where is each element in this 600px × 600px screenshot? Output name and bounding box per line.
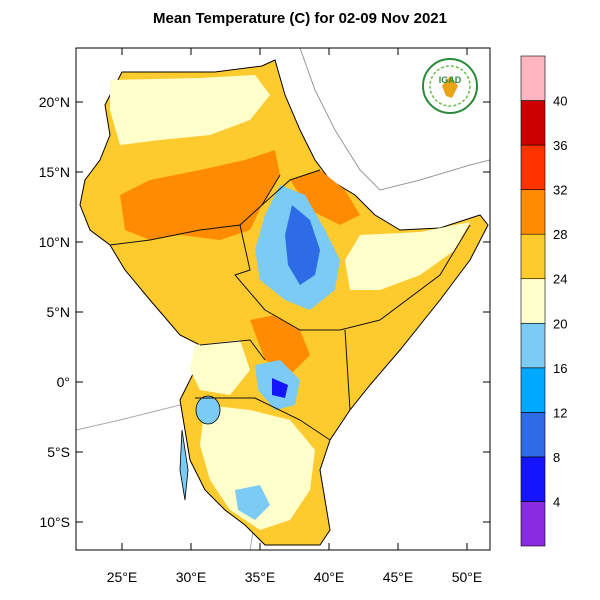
cold-zone-ethiopia [285, 205, 320, 285]
colorbar-label: 4 [553, 494, 560, 509]
colorbar: 4 8 12 16 20 24 28 32 36 40 [520, 55, 567, 547]
colorbar-box [520, 367, 546, 413]
latitude-axis: 20°N 15°N 10°N 5°N 0° 5°S 10°S [39, 94, 490, 530]
pale-zone-horn [345, 222, 470, 290]
colorbar-label: 24 [553, 272, 567, 287]
lon-label: 30°E [176, 569, 207, 585]
colorbar-box [520, 501, 546, 547]
colorbar-box [520, 144, 546, 190]
coastline-arabia [299, 48, 490, 191]
colorbar-label: 20 [553, 316, 567, 331]
lat-label: 10°N [39, 234, 70, 250]
lat-label: 10°S [39, 514, 70, 530]
colorbar-label: 32 [553, 183, 567, 198]
colorbar-box [520, 322, 546, 369]
lon-label: 25°E [107, 569, 138, 585]
colorbar-box [520, 233, 546, 280]
lat-label: 20°N [39, 94, 70, 110]
lon-label: 40°E [314, 569, 345, 585]
lat-label: 5°N [47, 304, 71, 320]
pale-zone-north-sudan [110, 75, 270, 145]
longitude-axis: 25°E 30°E 35°E 40°E 45°E 50°E [107, 48, 483, 585]
colorbar-label: 28 [553, 227, 567, 242]
cool-zone-tanzania [235, 485, 270, 520]
map-layer [76, 48, 490, 550]
colorbar-label: 12 [553, 405, 567, 420]
lat-label: 0° [57, 374, 70, 390]
lon-label: 45°E [383, 569, 414, 585]
hot-zone-sudan [120, 150, 280, 240]
colorbar-box [520, 456, 546, 502]
cold-zone-kenya [272, 378, 288, 398]
hot-zone-eritrea [290, 170, 360, 225]
colorbar-box [520, 189, 546, 235]
pale-zone-uganda [190, 340, 250, 395]
colorbar-label: 16 [553, 361, 567, 376]
svg-text:IGAD: IGAD [439, 75, 462, 85]
colorbar-box [520, 278, 546, 324]
lat-label: 5°S [47, 444, 70, 460]
colorbar-label: 40 [553, 94, 567, 109]
pale-zone-tanzania [200, 405, 315, 530]
colorbar-box [520, 412, 546, 458]
lon-label: 35°E [245, 569, 276, 585]
colorbar-box [520, 100, 546, 146]
igad-logo: IGAD [422, 58, 478, 114]
plot-frame [75, 47, 491, 551]
colorbar-label: 8 [553, 450, 560, 465]
map-title: Mean Temperature (C) for 02-09 Nov 2021 [153, 10, 447, 27]
colorbar-label: 36 [553, 138, 567, 153]
country-borders [109, 169, 471, 441]
lat-label: 15°N [39, 164, 70, 180]
colorbar-box [520, 55, 546, 101]
lake-victoria [195, 395, 221, 425]
lon-label: 50°E [452, 569, 483, 585]
lake-tanganyika [179, 429, 189, 501]
